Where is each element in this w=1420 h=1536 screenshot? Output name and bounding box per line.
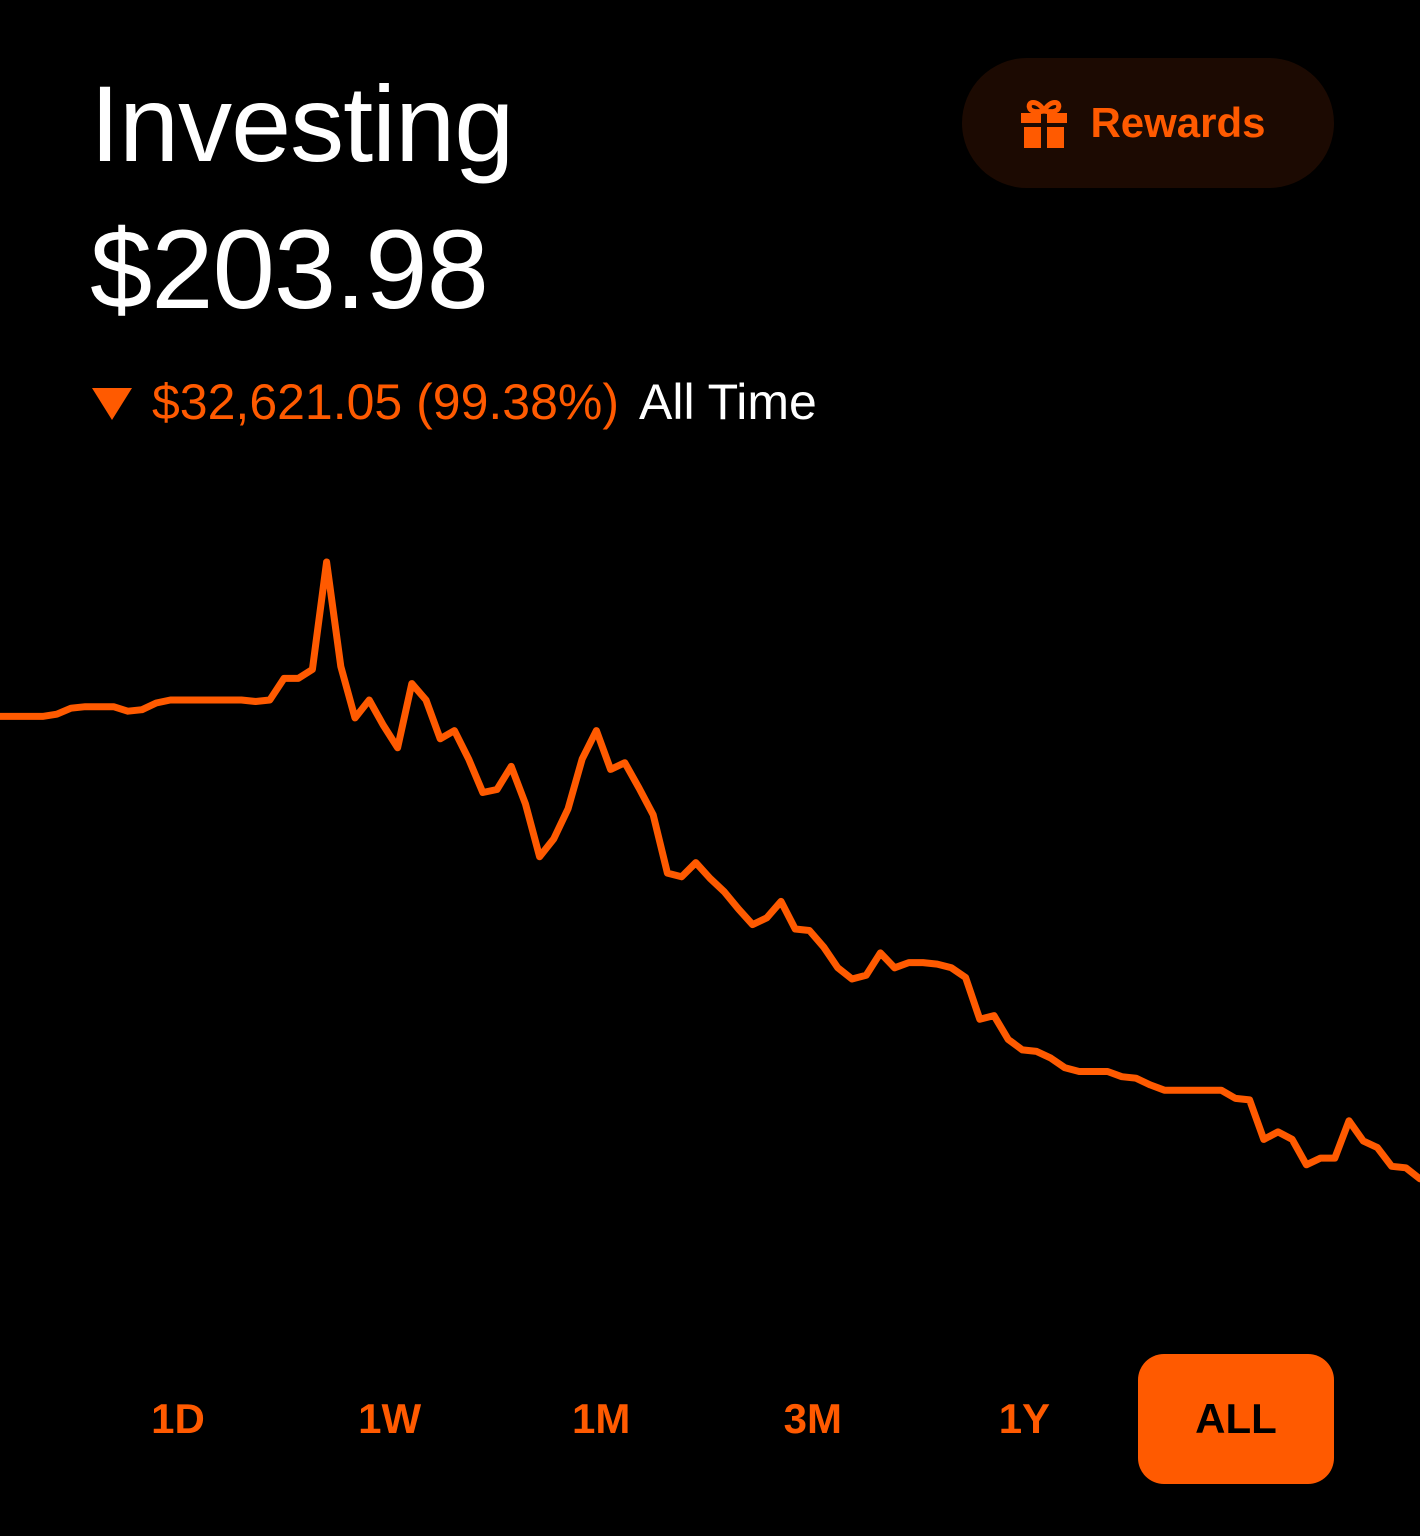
range-tab-1y[interactable]: 1Y (998, 1395, 1051, 1442)
portfolio-balance: $203.98 (90, 207, 489, 332)
balance-change: $32,621.05 (99.38%) All Time (92, 372, 817, 432)
rewards-label: Rewards (1090, 99, 1266, 146)
range-tab-all[interactable]: ALL (1137, 1354, 1334, 1484)
change-amount: $32,621.05 (99.38%) (152, 374, 620, 430)
change-period: All Time (639, 374, 817, 430)
page-title: Investing (90, 63, 514, 184)
time-range-selector: 1D 1W 1M 3M 1Y ALL (80, 1354, 1334, 1484)
range-tab-1d[interactable]: 1D (151, 1395, 205, 1442)
range-tab-1w[interactable]: 1W (358, 1395, 422, 1442)
triangle-down-icon (92, 388, 132, 420)
rewards-button[interactable]: Rewards (962, 58, 1334, 188)
portfolio-chart (0, 558, 1420, 1183)
range-tab-1m[interactable]: 1M (572, 1395, 631, 1442)
series-line (0, 558, 1420, 1183)
range-tab-3m[interactable]: 3M (783, 1395, 842, 1442)
gift-icon (1021, 100, 1068, 148)
